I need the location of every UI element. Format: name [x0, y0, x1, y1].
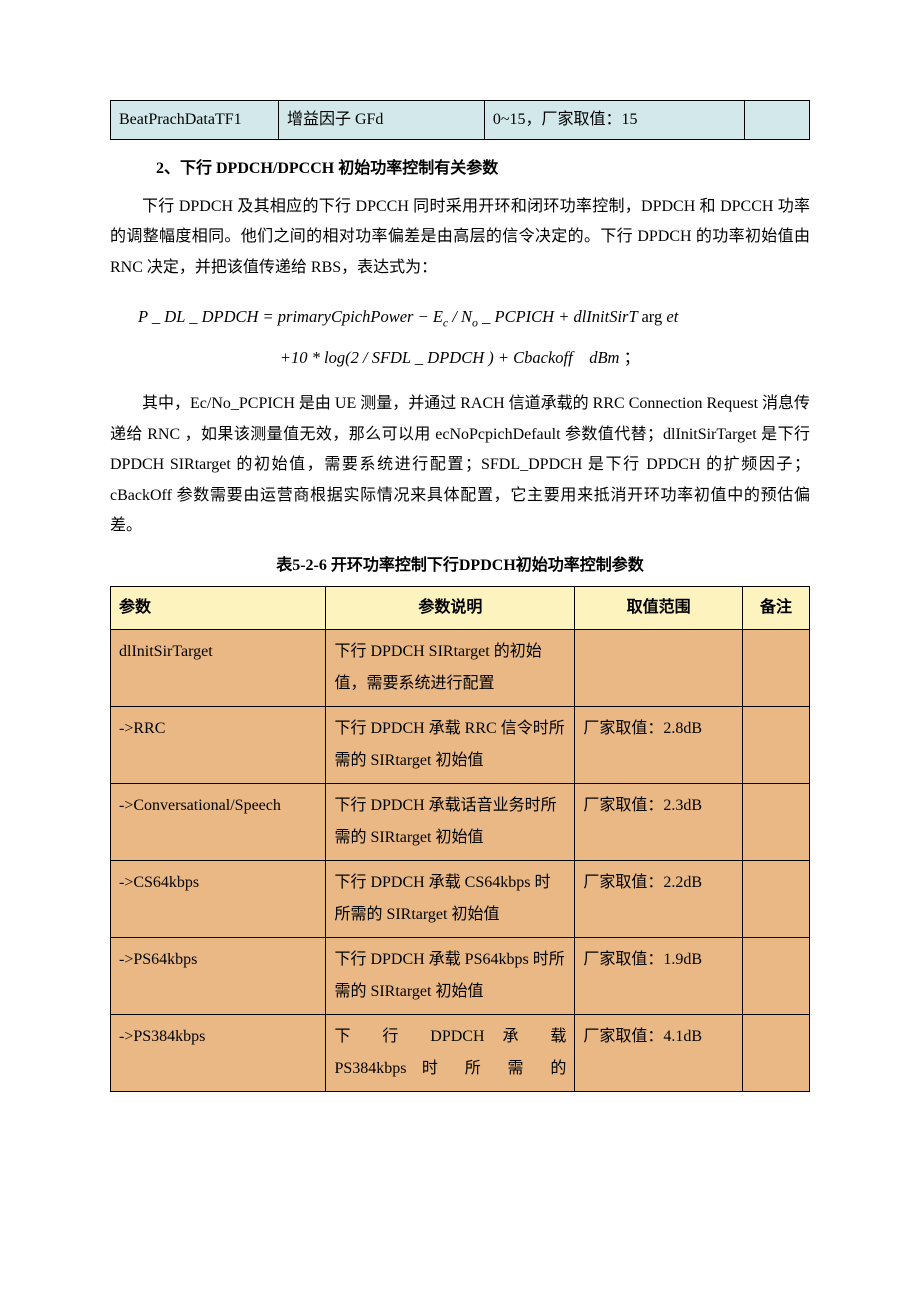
- table-cell: ->PS384kbps: [111, 1015, 326, 1092]
- document-page: BeatPrachDataTF1 增益因子 GFd 0~15，厂家取值：15 2…: [0, 0, 920, 1152]
- table-row: ->PS64kbps下行 DPDCH 承载 PS64kbps 时所需的 SIRt…: [111, 938, 810, 1015]
- table-cell: 下行 DPDCH 承载 PS64kbps 时所需的 SIRtarget 初始值: [326, 938, 575, 1015]
- col-header-note: 备注: [742, 586, 809, 629]
- table-row: dlInitSirTarget下行 DPDCH SIRtarget 的初始值，需…: [111, 630, 810, 707]
- cell-param-desc: 增益因子 GFd: [278, 101, 484, 140]
- table-row: ->Conversational/Speech下行 DPDCH 承载话音业务时所…: [111, 784, 810, 861]
- table-row: ->PS384kbps下 行 DPDCH 承 载PS384kbps 时 所 需 …: [111, 1015, 810, 1092]
- table-cell: 下行 DPDCH 承载话音业务时所需的 SIRtarget 初始值: [326, 784, 575, 861]
- table-header-row: 参数 参数说明 取值范围 备注: [111, 586, 810, 629]
- table-cell: [742, 784, 809, 861]
- table-cell: 下行 DPDCH 承载 CS64kbps 时所需的 SIRtarget 初始值: [326, 861, 575, 938]
- cell-param-name: BeatPrachDataTF1: [111, 101, 279, 140]
- table-cell: 厂家取值：2.8dB: [575, 707, 743, 784]
- table-cell: 厂家取值：2.2dB: [575, 861, 743, 938]
- formula-line-2: +10 * log(2 / SFDL _ DPDCH ) + Cbackoff …: [110, 342, 810, 373]
- table-cell: 下 行 DPDCH 承 载PS384kbps 时 所 需 的: [326, 1015, 575, 1092]
- table-row: ->CS64kbps下行 DPDCH 承载 CS64kbps 时所需的 SIRt…: [111, 861, 810, 938]
- table-cell: 厂家取值：1.9dB: [575, 938, 743, 1015]
- cell-param-range: 0~15，厂家取值：15: [484, 101, 744, 140]
- table-cell: ->CS64kbps: [111, 861, 326, 938]
- col-header-desc: 参数说明: [326, 586, 575, 629]
- table-caption: 表5-2-6 开环功率控制下行DPDCH初始功率控制参数: [110, 551, 810, 581]
- table-cell: dlInitSirTarget: [111, 630, 326, 707]
- top-table: BeatPrachDataTF1 增益因子 GFd 0~15，厂家取值：15: [110, 100, 810, 140]
- section-heading: 2、下行 DPDCH/DPCCH 初始功率控制有关参数: [156, 154, 810, 184]
- paragraph-1: 下行 DPDCH 及其相应的下行 DPCCH 同时采用开环和闭环功率控制，DPD…: [110, 192, 810, 283]
- table-cell: 厂家取值：2.3dB: [575, 784, 743, 861]
- main-table: 参数 参数说明 取值范围 备注 dlInitSirTarget下行 DPDCH …: [110, 586, 810, 1092]
- table-cell: [742, 630, 809, 707]
- formula-line-1: P _ DL _ DPDCH = primaryCpichPower − Ec …: [110, 301, 810, 334]
- col-header-param: 参数: [111, 586, 326, 629]
- cell-param-note: [744, 101, 809, 140]
- table-cell: ->PS64kbps: [111, 938, 326, 1015]
- table-cell: [742, 938, 809, 1015]
- table-row: ->RRC下行 DPDCH 承载 RRC 信令时所需的 SIRtarget 初始…: [111, 707, 810, 784]
- table-cell: ->RRC: [111, 707, 326, 784]
- table-cell: 下行 DPDCH 承载 RRC 信令时所需的 SIRtarget 初始值: [326, 707, 575, 784]
- table-cell: [742, 1015, 809, 1092]
- table-cell: 下行 DPDCH SIRtarget 的初始值，需要系统进行配置: [326, 630, 575, 707]
- table-cell: [742, 707, 809, 784]
- col-header-range: 取值范围: [575, 586, 743, 629]
- table-cell: [575, 630, 743, 707]
- paragraph-2: 其中，Ec/No_PCPICH 是由 UE 测量，并通过 RACH 信道承载的 …: [110, 389, 810, 541]
- table-cell: 厂家取值：4.1dB: [575, 1015, 743, 1092]
- table-row: BeatPrachDataTF1 增益因子 GFd 0~15，厂家取值：15: [111, 101, 810, 140]
- table-cell: ->Conversational/Speech: [111, 784, 326, 861]
- table-cell: [742, 861, 809, 938]
